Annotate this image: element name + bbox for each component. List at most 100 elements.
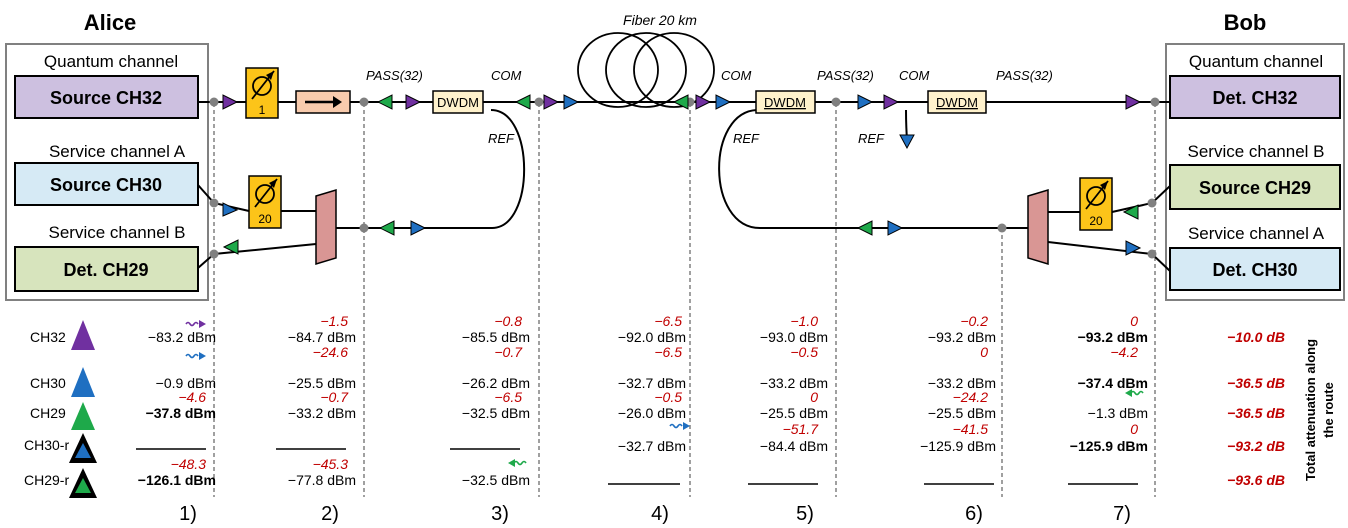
det-ch30-box xyxy=(1169,247,1341,291)
power-value: −93.0 dBm xyxy=(760,329,828,345)
svg-text:DWDM: DWDM xyxy=(764,95,806,110)
power-value: −33.2 dBm xyxy=(760,375,828,391)
power-value: −0.9 dBm xyxy=(156,375,216,391)
alice-serviceA-label: Service channel A xyxy=(49,142,186,161)
loss-value: −4.2 xyxy=(1110,344,1138,360)
bob-serviceA-label: Service channel A xyxy=(1188,224,1325,243)
attenuator-1: 1 xyxy=(245,67,279,119)
power-value: −25.5 dBm xyxy=(288,375,356,391)
loss-values: −4.6−48.3−1.5−24.6−0.7−45.3−0.8−0.7−6.5−… xyxy=(171,313,1139,472)
power-value: −25.5 dBm xyxy=(760,405,828,421)
source-ch32-label: Source CH32 xyxy=(50,88,162,108)
loss-value: −1.5 xyxy=(320,313,348,329)
power-value: −37.8 dBm xyxy=(146,405,216,421)
com-label-2: COM xyxy=(721,68,752,83)
alice-title: Alice xyxy=(84,10,137,35)
ref-label-1: REF xyxy=(488,131,515,146)
alice-serviceB-label: Service channel B xyxy=(48,223,185,242)
wavy-markers xyxy=(185,320,1144,467)
totals: −10.0 dB −36.5 dB −36.5 dB −93.2 dB −93.… xyxy=(1227,329,1285,488)
connection-dots xyxy=(209,97,1160,259)
source-ch30-box xyxy=(14,162,199,206)
point-label: 4) xyxy=(651,503,669,525)
pass-label-1: PASS(32) xyxy=(366,68,423,83)
source-ch32-box xyxy=(14,75,199,119)
isolator xyxy=(295,90,351,114)
total-value: −36.5 dB xyxy=(1227,405,1285,421)
det-ch29-label: Det. CH29 xyxy=(63,260,148,280)
ref-label-3: REF xyxy=(858,131,885,146)
power-value: −26.0 dBm xyxy=(618,405,686,421)
power-value: −32.7 dBm xyxy=(618,438,686,454)
loss-value: 0 xyxy=(980,344,988,360)
fiber-coil xyxy=(577,32,715,108)
loss-value: −0.5 xyxy=(654,389,682,405)
power-value: −32.7 dBm xyxy=(618,375,686,391)
power-value: −92.0 dBm xyxy=(618,329,686,345)
point-label: 1) xyxy=(179,503,197,525)
power-value: −1.3 dBm xyxy=(1088,405,1148,421)
svg-text:the route: the route xyxy=(1321,382,1336,438)
point-label: 3) xyxy=(491,503,509,525)
channel-labels: CH32 CH30 CH29 CH30-r CH29-r xyxy=(24,329,69,488)
svg-text:20: 20 xyxy=(258,212,272,226)
point-label: 2) xyxy=(321,503,339,525)
bob-frame xyxy=(1165,43,1345,301)
point-labels: 1) 2) 3) 4) 5) 6) 7) xyxy=(179,503,1131,525)
alice-quantum-label: Quantum channel xyxy=(44,52,178,71)
loss-value: −24.6 xyxy=(313,344,349,360)
pass-label-3: PASS(32) xyxy=(996,68,1053,83)
source-ch29-label: Source CH29 xyxy=(1199,178,1311,198)
power-value: −84.4 dBm xyxy=(760,438,828,454)
total-value: −36.5 dB xyxy=(1227,375,1285,391)
direction-arrows xyxy=(222,94,1142,256)
det-ch32-box xyxy=(1169,75,1341,119)
power-value: −85.5 dBm xyxy=(462,329,530,345)
pass-label-2: PASS(32) xyxy=(817,68,874,83)
reference-lines xyxy=(213,103,1156,497)
fiber-label: Fiber 20 km xyxy=(623,12,697,28)
ref-label-2: REF xyxy=(733,131,760,146)
alice-mux xyxy=(315,188,337,266)
dwdm-2: DWDM xyxy=(755,90,816,114)
loss-value: −6.5 xyxy=(494,389,522,405)
loss-value: −24.2 xyxy=(953,389,989,405)
svg-text:DWDM: DWDM xyxy=(437,95,479,110)
total-value: −93.6 dB xyxy=(1227,472,1285,488)
total-value: −10.0 dB xyxy=(1227,329,1285,345)
com-label-3: COM xyxy=(899,68,930,83)
svg-text:20: 20 xyxy=(1089,214,1103,228)
loss-value: −45.3 xyxy=(313,456,349,472)
power-value: −83.2 dBm xyxy=(148,329,216,345)
ch-label: CH29 xyxy=(30,405,66,421)
power-value: −32.5 dBm xyxy=(462,405,530,421)
ch-label: CH30-r xyxy=(24,437,69,453)
power-value: −26.2 dBm xyxy=(462,375,530,391)
power-value: −77.8 dBm xyxy=(288,472,356,488)
total-value: −93.2 dB xyxy=(1227,438,1285,454)
power-value: −126.1 dBm xyxy=(138,472,216,488)
loss-value: −0.5 xyxy=(790,344,818,360)
alice-frame xyxy=(5,43,209,301)
loss-value: −4.6 xyxy=(178,389,206,405)
ch-label: CH32 xyxy=(30,329,66,345)
loss-value: −0.2 xyxy=(960,313,988,329)
source-ch30-label: Source CH30 xyxy=(50,175,162,195)
point-label: 7) xyxy=(1113,503,1131,525)
power-value: −33.2 dBm xyxy=(288,405,356,421)
fiber-lines xyxy=(197,101,1171,272)
dwdm-3: DWDM xyxy=(927,90,987,114)
bob-serviceB-label: Service channel B xyxy=(1187,142,1324,161)
loss-value: −6.5 xyxy=(654,344,682,360)
power-value: −93.2 dBm xyxy=(928,329,996,345)
power-value: −125.9 dBm xyxy=(920,438,996,454)
point-label: 5) xyxy=(796,503,814,525)
power-value: −93.2 dBm xyxy=(1078,329,1148,345)
ch-label: CH29-r xyxy=(24,472,69,488)
loss-value: 0 xyxy=(1130,421,1138,437)
det-ch30-label: Det. CH30 xyxy=(1212,260,1297,280)
loss-value: −41.5 xyxy=(953,421,989,437)
power-values: −83.2 dBm −0.9 dBm −37.8 dBm −126.1 dBm −84.… xyxy=(138,329,1148,488)
power-value: −33.2 dBm xyxy=(928,375,996,391)
